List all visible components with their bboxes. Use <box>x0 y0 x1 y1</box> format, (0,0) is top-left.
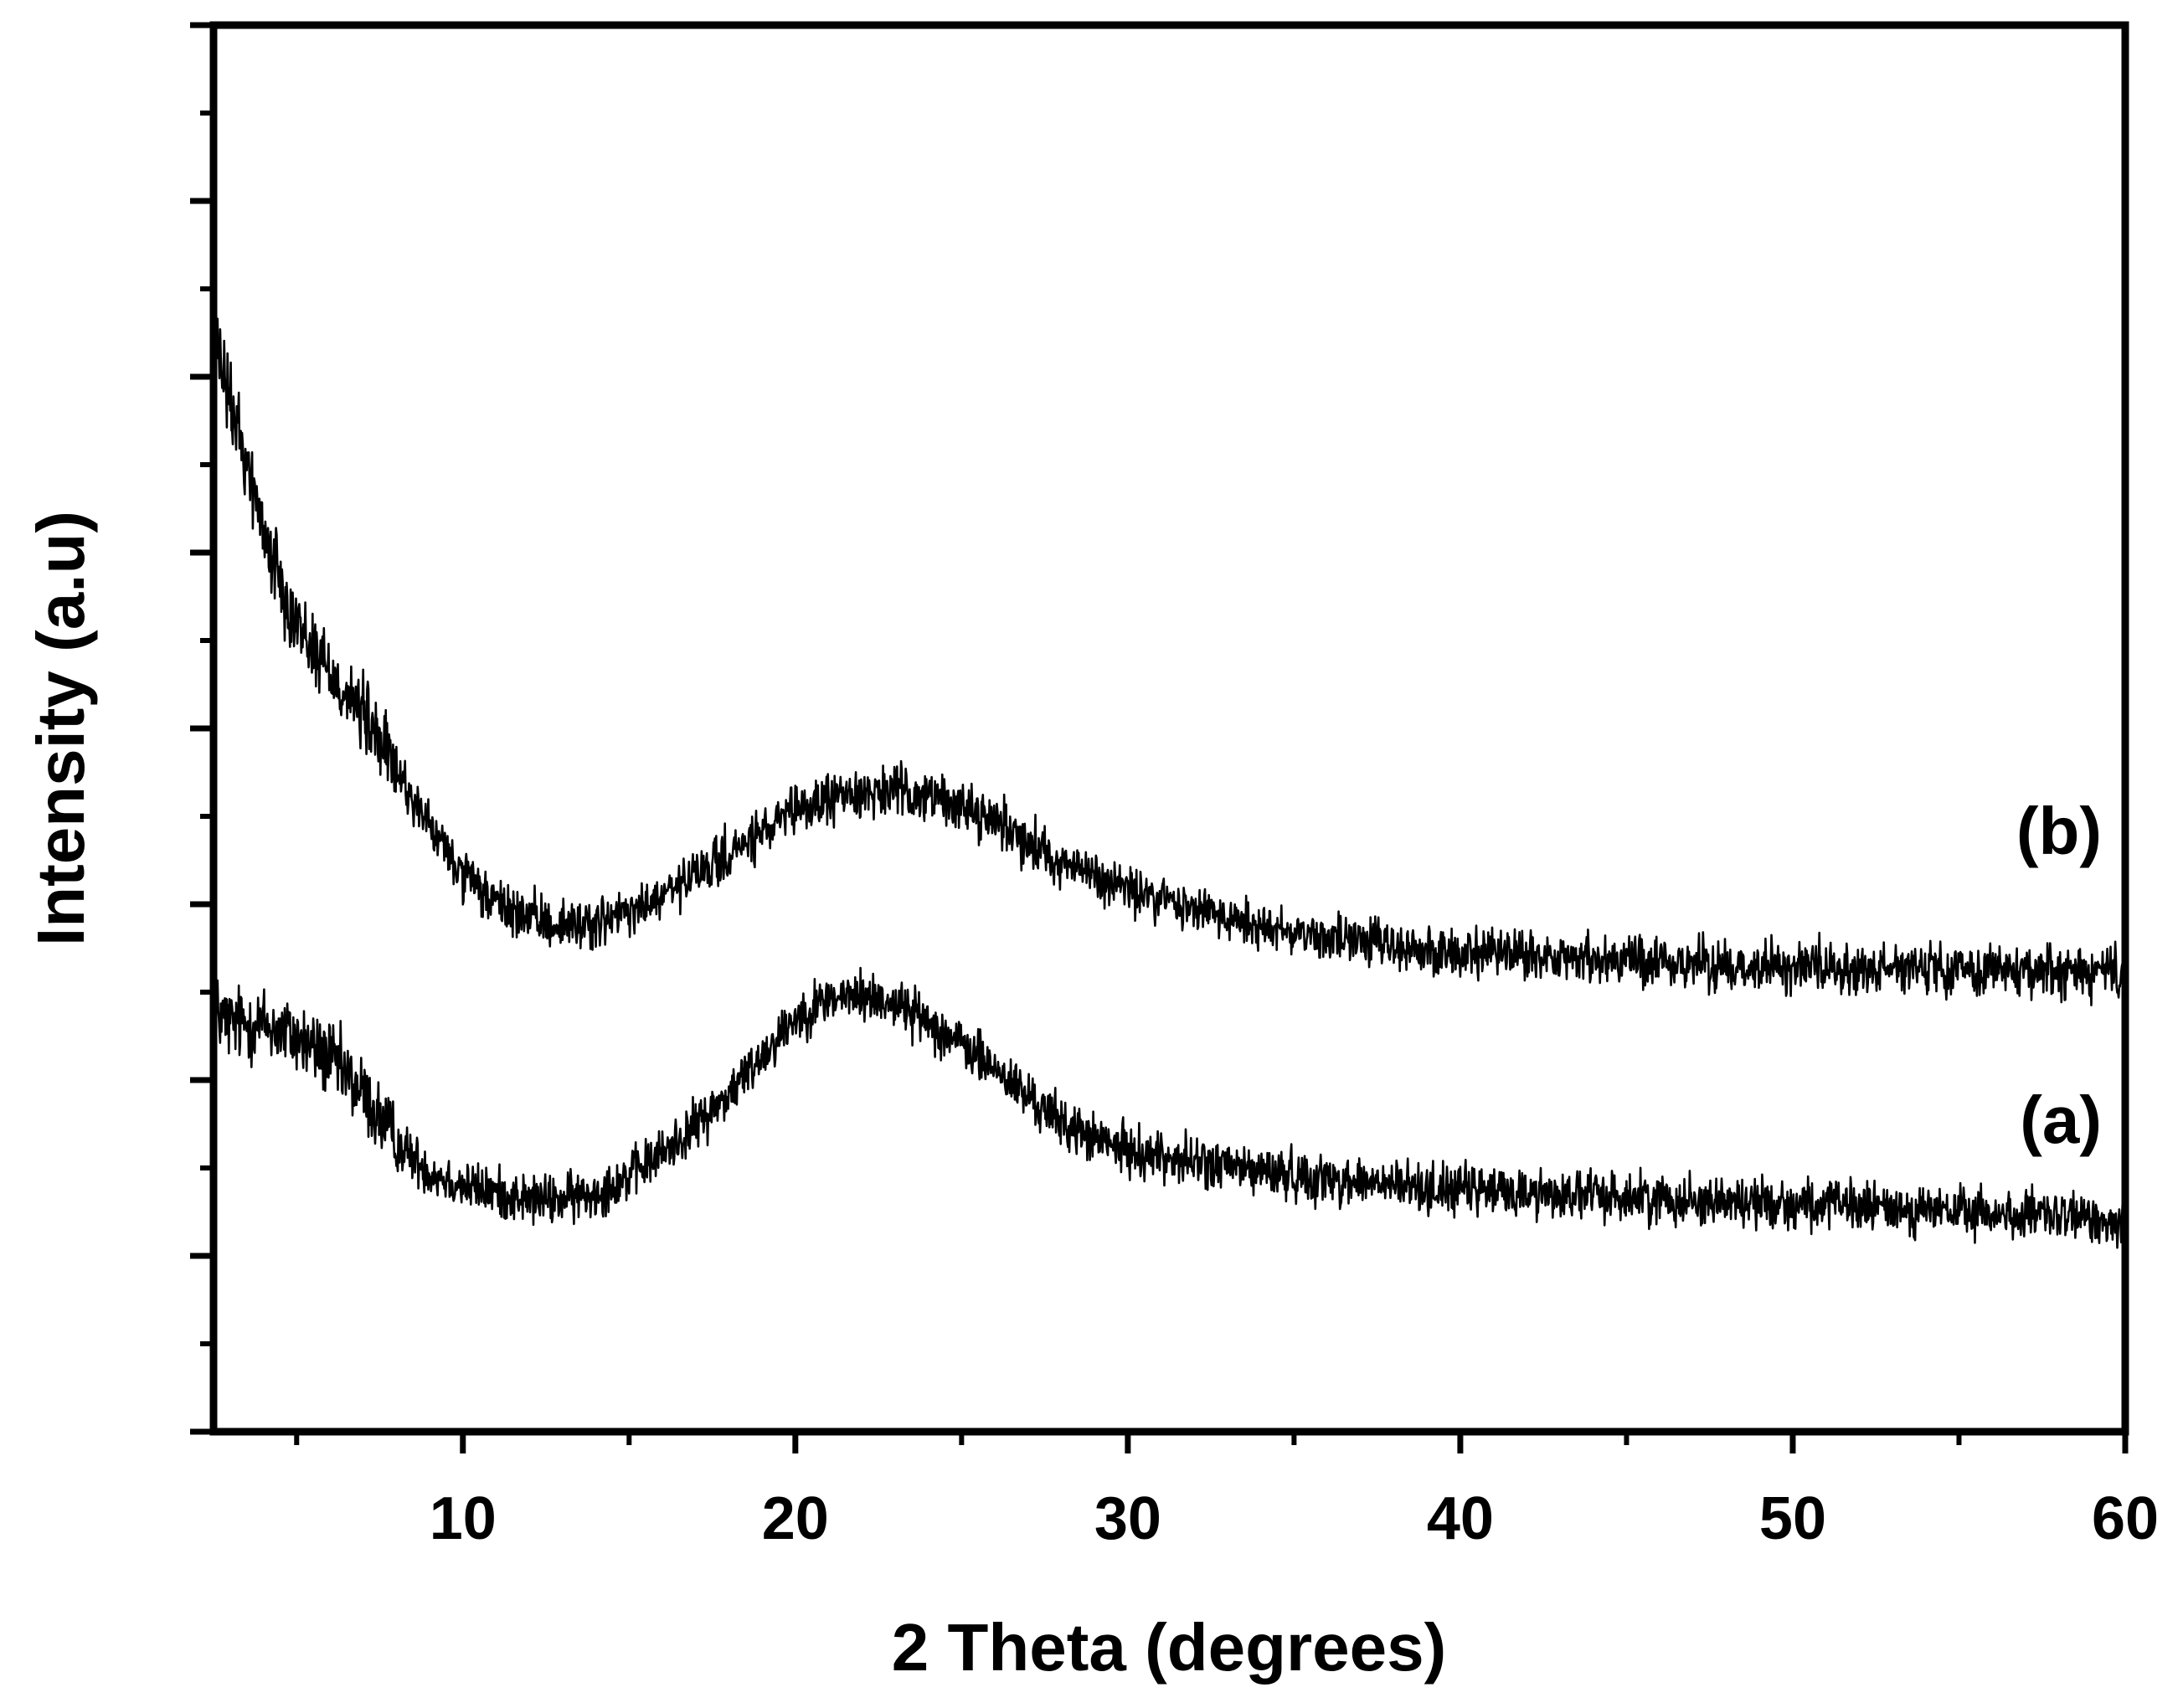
series-label-b: (b) <box>2016 794 2102 868</box>
series-line-a <box>212 966 2127 1249</box>
x-tick-label: 10 <box>430 1485 497 1552</box>
y-axis-ticks <box>190 22 214 1435</box>
x-axis-ticks <box>294 1432 2129 1453</box>
x-tick-label: 50 <box>1759 1485 1826 1552</box>
series-label-a: (a) <box>2020 1083 2102 1157</box>
series-line-b <box>212 317 2127 1006</box>
x-tick-label: 30 <box>1094 1485 1161 1552</box>
series-lines <box>212 317 2127 1249</box>
y-axis-title: Intensity (a.u) <box>23 511 98 946</box>
x-tick-label: 20 <box>762 1485 829 1552</box>
x-tick-label: 60 <box>2092 1485 2159 1552</box>
x-axis-title: 2 Theta (degrees) <box>892 1610 1446 1685</box>
plot-area-frame <box>209 21 2129 1436</box>
x-tick-label: 40 <box>1427 1485 1494 1552</box>
x-axis-tick-labels: 10 20 30 40 50 60 <box>430 1485 2159 1552</box>
